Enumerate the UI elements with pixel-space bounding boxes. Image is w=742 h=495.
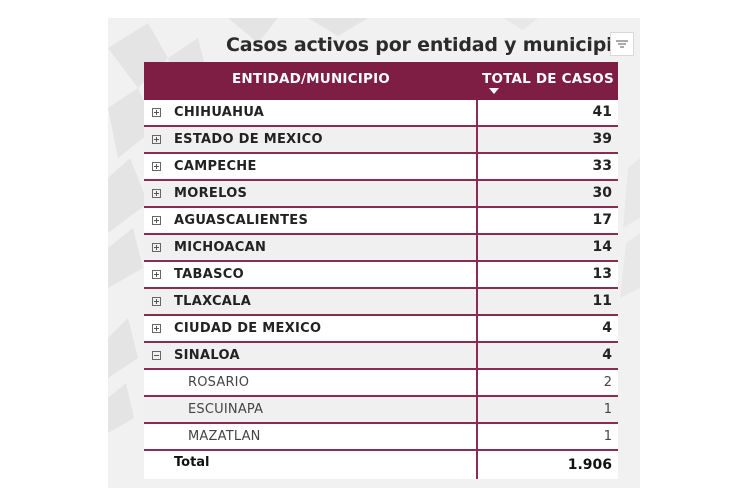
column-divider (476, 154, 478, 179)
total-cases-cell: 39 (592, 131, 612, 147)
state-name: TLAXCALA (174, 294, 252, 309)
column-divider (476, 127, 478, 152)
table-row-state[interactable]: TABASCO 13 (144, 262, 618, 289)
plus-box-icon[interactable] (152, 324, 161, 333)
total-cases-cell: 41 (592, 104, 612, 120)
table-row-municipio[interactable]: ROSARIO 2 (144, 370, 618, 397)
state-name: TABASCO (174, 267, 244, 282)
total-cases-cell: 30 (592, 185, 612, 201)
total-label: Total (174, 455, 210, 470)
visual-title: Casos activos por entidad y municipio: (226, 34, 633, 56)
name-cell: MICHOACAN (144, 235, 476, 260)
name-cell: ROSARIO (144, 370, 476, 395)
total-cases-cell: 4 (602, 347, 612, 363)
plus-box-icon[interactable] (152, 189, 161, 198)
table-row-state[interactable]: MORELOS 30 (144, 181, 618, 208)
column-divider (476, 370, 478, 395)
plus-box-icon[interactable] (152, 162, 161, 171)
municipio-name: ROSARIO (188, 375, 250, 390)
expander-bar (156, 191, 157, 196)
name-cell: CIUDAD DE MEXICO (144, 316, 476, 341)
total-cases-cell: 11 (592, 293, 612, 309)
total-cases-cell: 14 (592, 239, 612, 255)
state-name: AGUASCALIENTES (174, 213, 309, 228)
expander-bar (156, 245, 157, 250)
expander-bar (156, 110, 157, 115)
column-divider (476, 343, 478, 368)
table-row-state[interactable]: CAMPECHE 33 (144, 154, 618, 181)
plus-box-icon[interactable] (152, 108, 161, 117)
column-divider (476, 262, 478, 287)
column-divider (476, 181, 478, 206)
sort-descending-icon (489, 88, 499, 94)
state-name: CHIHUAHUA (174, 105, 265, 120)
table-row-state[interactable]: CIUDAD DE MEXICO 4 (144, 316, 618, 343)
visual-panel: Casos activos por entidad y municipio: E… (108, 18, 640, 488)
state-name: MICHOACAN (174, 240, 267, 255)
expander-bar (154, 355, 159, 356)
column-header-entidad[interactable]: ENTIDAD/MUNICIPIO (232, 71, 390, 87)
total-value: 1.906 (567, 457, 612, 473)
total-cases-cell: 2 (603, 375, 612, 390)
plus-box-icon[interactable] (152, 243, 161, 252)
plus-box-icon[interactable] (152, 216, 161, 225)
expander-bar (156, 299, 157, 304)
expander-bar (156, 137, 157, 142)
name-cell: ESCUINAPA (144, 397, 476, 422)
table-row-state[interactable]: TLAXCALA 11 (144, 289, 618, 316)
total-cases-cell: 4 (602, 320, 612, 336)
name-cell: TABASCO (144, 262, 476, 287)
total-cases-cell: 17 (592, 212, 612, 228)
filter-lines-icon (616, 40, 628, 48)
table-row-state[interactable]: MICHOACAN 14 (144, 235, 618, 262)
state-name: CIUDAD DE MEXICO (174, 321, 322, 336)
expander-bar (156, 218, 157, 223)
table-row-state[interactable]: AGUASCALIENTES 17 (144, 208, 618, 235)
table-row-municipio[interactable]: ESCUINAPA 1 (144, 397, 618, 424)
name-cell: AGUASCALIENTES (144, 208, 476, 233)
total-cases-cell: 1 (603, 429, 612, 444)
name-cell: SINALOA (144, 343, 476, 368)
expander-bar (156, 272, 157, 277)
plus-box-icon[interactable] (152, 270, 161, 279)
column-divider (476, 397, 478, 422)
column-divider (476, 316, 478, 341)
name-cell: CHIHUAHUA (144, 100, 476, 125)
column-header-total[interactable]: TOTAL DE CASOS (482, 71, 614, 87)
column-divider (476, 235, 478, 260)
name-cell: MAZATLAN (144, 424, 476, 449)
table-row-state[interactable]: CHIHUAHUA 41 (144, 100, 618, 127)
column-divider (476, 451, 478, 479)
table-row-state[interactable]: ESTADO DE MEXICO 39 (144, 127, 618, 154)
plus-box-icon[interactable] (152, 297, 161, 306)
table-header: ENTIDAD/MUNICIPIO TOTAL DE CASOS (144, 62, 618, 100)
total-cases-cell: 33 (592, 158, 612, 174)
column-divider (476, 289, 478, 314)
cases-table: ENTIDAD/MUNICIPIO TOTAL DE CASOS CHIHUAH… (144, 62, 618, 479)
minus-box-icon[interactable] (152, 351, 161, 360)
expander-bar (156, 326, 157, 331)
total-cases-cell: 13 (592, 266, 612, 282)
name-cell: MORELOS (144, 181, 476, 206)
plus-box-icon[interactable] (152, 135, 161, 144)
column-divider (476, 208, 478, 233)
state-name: CAMPECHE (174, 159, 257, 174)
expander-bar (156, 164, 157, 169)
state-name: SINALOA (174, 348, 240, 363)
column-divider (476, 424, 478, 449)
total-row: Total 1.906 (144, 451, 618, 479)
table-row-municipio[interactable]: MAZATLAN 1 (144, 424, 618, 451)
name-cell: TLAXCALA (144, 289, 476, 314)
name-cell: CAMPECHE (144, 154, 476, 179)
municipio-name: ESCUINAPA (188, 402, 264, 417)
table-body: CHIHUAHUA 41 ESTADO DE MEXICO 39 CAMPECHE 33 M… (144, 100, 618, 451)
filter-button[interactable] (610, 32, 634, 56)
municipio-name: MAZATLAN (188, 429, 261, 444)
state-name: ESTADO DE MEXICO (174, 132, 323, 147)
column-divider (476, 100, 478, 125)
state-name: MORELOS (174, 186, 248, 201)
table-row-state[interactable]: SINALOA 4 (144, 343, 618, 370)
name-cell: ESTADO DE MEXICO (144, 127, 476, 152)
total-cases-cell: 1 (603, 402, 612, 417)
